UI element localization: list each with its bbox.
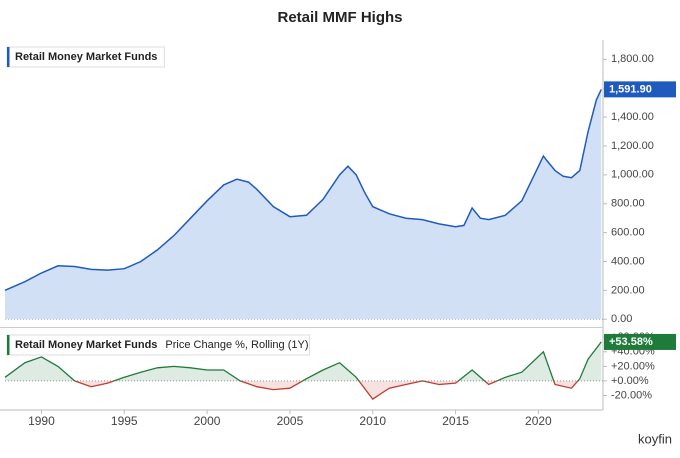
line-negative (73, 381, 579, 400)
x-tick-label: 2005 (277, 414, 304, 428)
legend: Retail Money Market Funds Price Change %,… (6, 334, 310, 356)
y-tick-label: +20.00% (611, 360, 655, 372)
last-value-label: 1,591.90 (609, 83, 652, 95)
x-tick-label: 2015 (442, 414, 469, 428)
y-tick-label: 800.00 (611, 198, 645, 210)
legend-label: Retail Money Market Funds (15, 339, 157, 351)
legend-label: Retail Money Market Funds (15, 51, 157, 63)
y-tick-label: 1,200.00 (611, 140, 654, 152)
legend: Retail Money Market Funds (6, 46, 165, 68)
brand: koyfin (638, 431, 672, 446)
y-tick-label: -20.00% (611, 389, 652, 401)
area (5, 89, 602, 320)
x-tick-label: 1990 (28, 414, 55, 428)
line-positive (4, 341, 602, 381)
line (4, 89, 602, 291)
y-tick-label: 400.00 (611, 255, 645, 267)
area-positive (5, 341, 602, 381)
x-tick-label: 1995 (111, 414, 138, 428)
y-tick-label: 200.00 (611, 284, 645, 296)
last-value-badge (604, 81, 676, 98)
legend-measure: Price Change %, Rolling (1Y) (165, 339, 308, 351)
last-value-label: +53.58% (609, 336, 653, 348)
legend-marker (7, 335, 10, 355)
y-tick-label: 1,400.00 (611, 111, 654, 123)
y-tick-label: 1,800.00 (611, 53, 654, 65)
legend-marker (7, 47, 10, 67)
y-tick-label: 1,000.00 (611, 169, 654, 181)
chart-title: Retail MMF Highs (277, 9, 402, 26)
last-value-badge (604, 333, 676, 350)
x-tick-label: 2020 (525, 414, 552, 428)
x-tick-label: 2010 (359, 414, 386, 428)
x-tick-label: 2000 (194, 414, 221, 428)
y-tick-label: 600.00 (611, 226, 645, 238)
y-tick-label: +0.00% (611, 375, 649, 387)
y-tick-label: 0.00 (611, 313, 632, 325)
